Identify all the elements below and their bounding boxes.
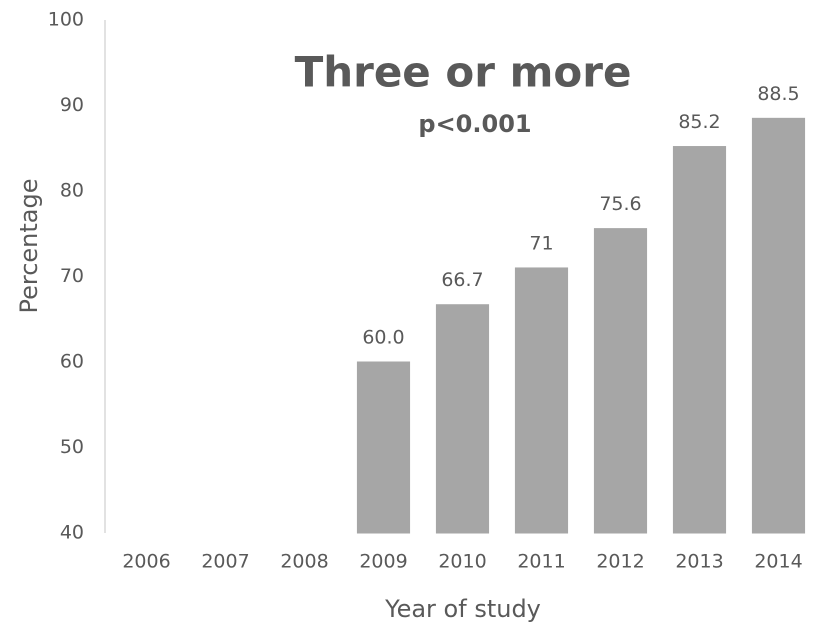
x-tick-label: 2013 — [675, 551, 723, 573]
y-axis-label: Percentage — [15, 178, 43, 313]
x-tick-label: 2008 — [280, 551, 328, 573]
data-label: 85.2 — [678, 111, 720, 133]
x-tick-label: 2009 — [359, 551, 407, 573]
x-tick-label: 2006 — [122, 551, 170, 573]
data-label: 60.0 — [362, 327, 404, 349]
y-tick-label: 50 — [60, 436, 84, 458]
data-label: 71 — [529, 232, 553, 254]
x-tick-label: 2010 — [438, 551, 486, 573]
y-tick-label: 60 — [60, 351, 84, 373]
bar — [593, 228, 648, 534]
data-label: 75.6 — [599, 193, 641, 215]
chart-subtitle: p<0.001 — [418, 110, 531, 138]
x-tick-label: 2007 — [201, 551, 249, 573]
x-tick-label: 2014 — [754, 551, 802, 573]
x-tick-label: 2011 — [517, 551, 565, 573]
y-tick-label: 40 — [60, 522, 84, 544]
bar — [672, 146, 727, 534]
bar — [356, 361, 411, 534]
bar — [435, 304, 490, 534]
y-tick-label: 70 — [60, 265, 84, 287]
y-tick-label: 80 — [60, 180, 84, 202]
y-tick-label: 90 — [60, 94, 84, 116]
data-label: 88.5 — [757, 83, 799, 105]
x-tick-label: 2012 — [596, 551, 644, 573]
y-tick-label: 100 — [48, 9, 84, 31]
data-label: 66.7 — [441, 269, 483, 291]
chart-title: Three or more — [295, 48, 632, 97]
bar — [751, 117, 806, 534]
bar — [514, 267, 569, 534]
x-axis-label: Year of study — [384, 595, 541, 623]
